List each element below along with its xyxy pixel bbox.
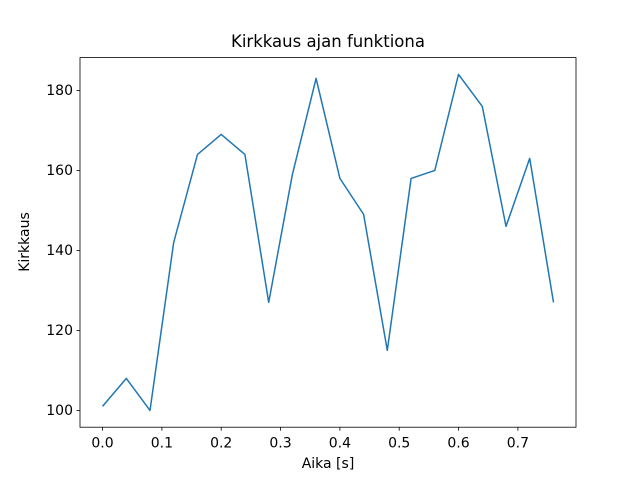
y-tick-label: 100	[46, 403, 73, 419]
x-tick-label: 0.5	[388, 436, 410, 452]
y-tick-label: 140	[46, 243, 73, 259]
y-tick-label: 160	[46, 163, 73, 179]
chart-title: Kirkkaus ajan funktiona	[231, 32, 425, 51]
y-tick-label: 180	[46, 83, 73, 99]
axis-ticks: 0.0 0.1 0.2 0.3 0.4 0.5 0.6 0.7 100 120 140 160 180	[46, 83, 529, 452]
x-tick-label: 0.3	[269, 436, 291, 452]
y-tick-label: 120	[46, 323, 73, 339]
x-tick-label: 0.1	[151, 436, 173, 452]
x-axis-label: Aika [s]	[302, 456, 355, 472]
x-tick-label: 0.7	[507, 436, 529, 452]
x-tick-label: 0.2	[210, 436, 232, 452]
x-tick-label: 0.6	[447, 436, 469, 452]
axes-spines	[79, 57, 577, 428]
series-line	[101, 73, 555, 412]
x-tick-label: 0.4	[329, 436, 351, 452]
x-tick-label: 0.0	[91, 436, 113, 452]
y-axis-label: Kirkkaus	[17, 212, 33, 272]
